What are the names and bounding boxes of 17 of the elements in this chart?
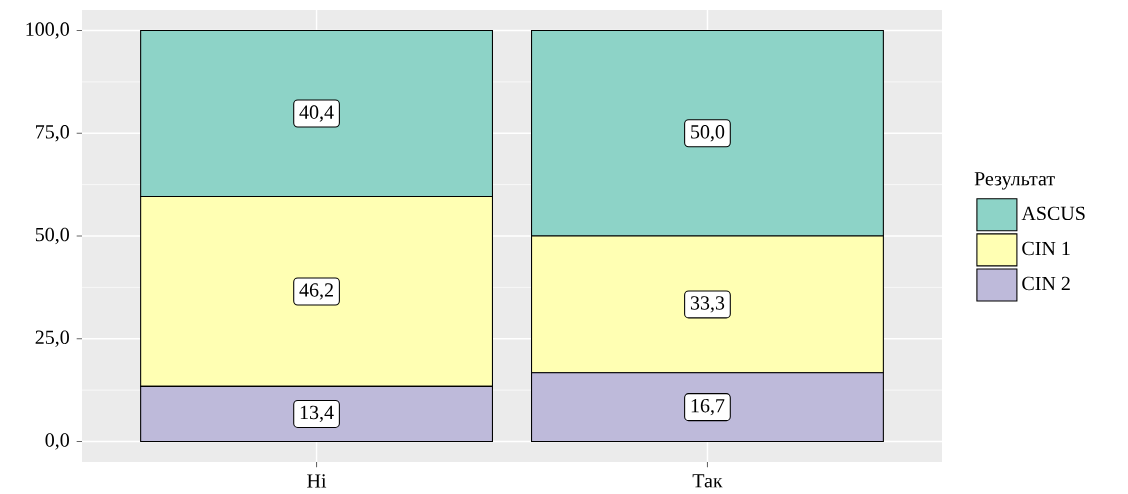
y-tick-label: 100,0 <box>26 22 69 39</box>
y-tick-label: 50,0 <box>35 227 69 245</box>
data-label: 16,7 <box>691 398 725 416</box>
legend-label: CIN 2 <box>1022 276 1070 291</box>
legend-label: CIN 1 <box>1022 241 1070 256</box>
data-label: 46,2 <box>299 283 333 300</box>
data-label: 13,4 <box>300 405 334 423</box>
y-tick-label: 25,0 <box>35 330 69 347</box>
data-label: 50,0 <box>691 125 725 142</box>
legend-label: ASCUS <box>1021 206 1085 221</box>
data-label: 40,4 <box>299 105 334 122</box>
data-label: 33,3 <box>690 296 725 313</box>
x-tick-label: Ні <box>307 474 327 488</box>
y-tick-label: 75,0 <box>36 125 69 142</box>
y-tick-label: 0,0 <box>45 433 69 450</box>
x-tick-label: Так <box>692 474 723 488</box>
legend-title: Результат <box>974 172 1055 190</box>
